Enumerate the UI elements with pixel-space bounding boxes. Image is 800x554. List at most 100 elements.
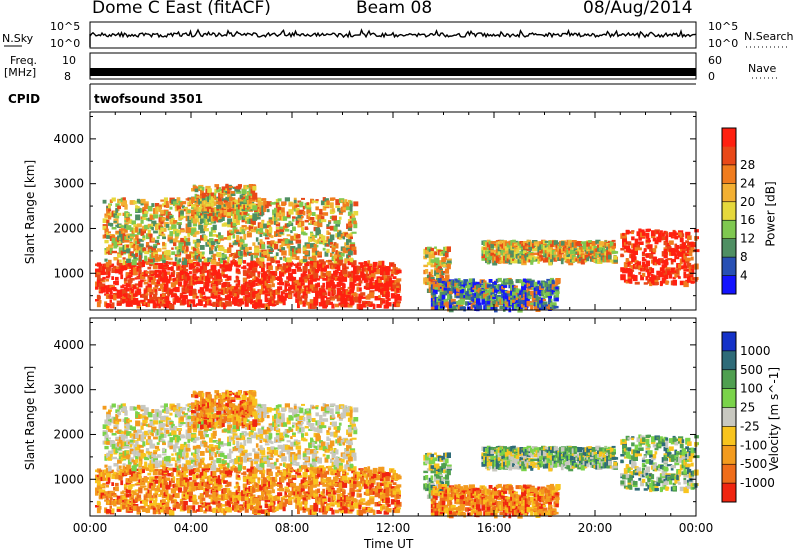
echo-cell (214, 184, 220, 188)
echo-cell (201, 273, 205, 277)
echo-cell (268, 297, 272, 301)
echo-cell (551, 286, 555, 289)
echo-cell (283, 225, 287, 230)
echo-cell (331, 265, 335, 270)
echo-cell (243, 214, 247, 219)
echo-cell (102, 495, 106, 499)
echo-cell (246, 205, 251, 210)
echo-cell (396, 302, 401, 307)
echo-cell (571, 247, 575, 250)
echo-cell (111, 197, 116, 202)
echo-cell (546, 246, 551, 253)
echo-cell (325, 297, 332, 300)
echo-cell (151, 227, 154, 231)
freq-trace (90, 68, 696, 76)
echo-cell (165, 250, 171, 256)
echo-cell (243, 198, 247, 203)
echo-cell (540, 305, 547, 310)
echo-cell (176, 250, 180, 255)
echo-cell (304, 286, 307, 292)
echo-cell (241, 289, 246, 295)
echo-cell (555, 287, 560, 294)
echo-cell (481, 255, 484, 259)
echo-cell (183, 265, 187, 272)
echo-cell (221, 270, 225, 276)
echo-cell (342, 283, 346, 289)
echo-cell (297, 248, 302, 254)
echo-cell (98, 469, 103, 476)
echo-cell (297, 284, 301, 289)
echo-cell (670, 253, 677, 256)
echo-cell (250, 252, 255, 256)
echo-cell (149, 215, 155, 220)
echo-cell (495, 301, 499, 307)
echo-cell (219, 257, 223, 264)
echo-cell (297, 225, 303, 228)
echo-cell (104, 228, 109, 234)
echo-cell (535, 294, 539, 301)
echo-cell (674, 232, 680, 236)
echo-cell (245, 247, 249, 252)
echo-cell (441, 250, 446, 255)
echo-cell (252, 205, 258, 211)
echo-cell (555, 291, 560, 294)
echo-cell (218, 239, 221, 243)
echo-cell (378, 298, 383, 301)
echo-cell (286, 261, 290, 266)
echo-cell (250, 192, 254, 196)
echo-cell (315, 240, 319, 244)
echo-cell (167, 211, 171, 214)
echo-cell (158, 204, 162, 210)
echo-cell (212, 264, 217, 271)
echo-cell (472, 278, 475, 285)
echo-cell (293, 199, 297, 205)
echo-cell (133, 238, 139, 244)
echo-cell (227, 256, 230, 262)
echo-cell (212, 301, 216, 307)
echo-cell (351, 246, 357, 251)
echo-cell (683, 274, 687, 279)
echo-cell (263, 250, 269, 256)
echo-cell (329, 252, 333, 257)
echo-cell (225, 202, 230, 206)
echo-cell (109, 470, 113, 473)
echo-cell (279, 301, 284, 304)
echo-cell (263, 201, 269, 207)
echo-cell (343, 302, 347, 308)
echo-cell (654, 279, 659, 283)
echo-cell (203, 210, 208, 214)
echo-cell (322, 197, 326, 201)
echo-cell (131, 297, 135, 304)
echo-cell (176, 229, 182, 235)
echo-cell (394, 299, 398, 303)
echo-cell (230, 191, 235, 194)
echo-cell (100, 484, 104, 487)
echo-cell (115, 236, 118, 243)
echo-cell (670, 248, 676, 255)
echo-cell (131, 220, 136, 225)
echo-cell (210, 295, 214, 299)
echo-cell (275, 260, 281, 264)
echo-cell (160, 295, 164, 301)
echo-cell (170, 266, 174, 272)
echo-cell (111, 482, 114, 486)
echo-cell (192, 273, 197, 278)
echo-cell (183, 209, 187, 212)
echo-cell (474, 299, 478, 303)
echo-cell (436, 305, 439, 311)
echo-cell (215, 261, 221, 267)
echo-cell (206, 278, 211, 283)
echo-cell (353, 293, 358, 297)
echo-cell (302, 232, 308, 236)
echo-cell (102, 472, 106, 479)
echo-cell (302, 285, 306, 288)
echo-cell (162, 247, 167, 250)
echo-cell (176, 297, 182, 303)
echo-cell (136, 206, 140, 209)
echo-cell (284, 270, 288, 273)
echo-cell (297, 303, 300, 309)
echo-cell (345, 266, 349, 270)
echo-cell (165, 217, 169, 221)
echo-cell (589, 256, 593, 260)
echo-cell (147, 246, 152, 250)
